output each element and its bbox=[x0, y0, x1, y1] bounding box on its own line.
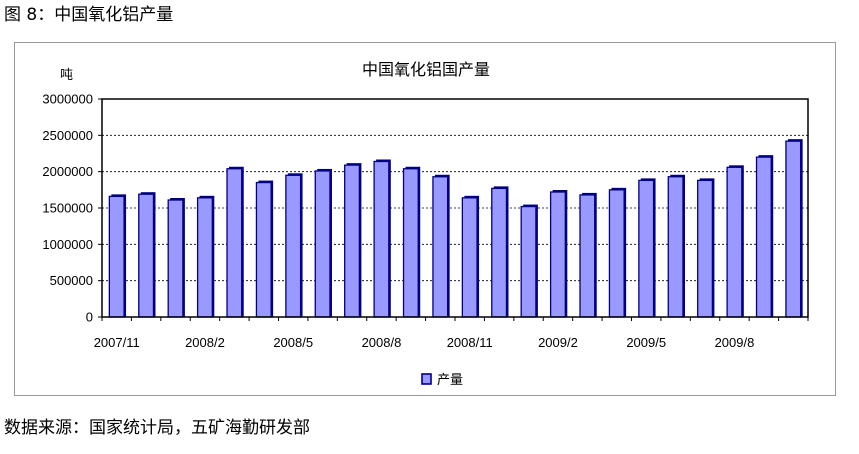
bar-2008/3 bbox=[226, 168, 243, 318]
x-tick-label: 2007/11 bbox=[94, 335, 140, 350]
y-tick-label: 0 bbox=[86, 310, 93, 325]
chart-title: 中国氧化铝国产量 bbox=[362, 60, 490, 79]
bar-2009/3 bbox=[579, 194, 596, 318]
y-tick-label: 3000000 bbox=[42, 92, 93, 107]
figure-caption: 图 8：中国氧化铝产量 bbox=[4, 5, 174, 25]
chart-frame: 中国氧化铝国产量 吨 0 500000 1000000 1500000 2000000 2… bbox=[14, 42, 836, 396]
bar-2008/4 bbox=[255, 181, 272, 318]
x-tick-label: 2008/5 bbox=[273, 335, 313, 350]
y-tick-label: 1500000 bbox=[42, 201, 93, 216]
bar-chart: 中国氧化铝国产量 吨 0 500000 1000000 1500000 2000000 2… bbox=[42, 60, 809, 388]
x-tick-label: 2008/11 bbox=[447, 335, 493, 350]
bar-2009/8 bbox=[726, 166, 743, 318]
bar-2008/6 bbox=[314, 170, 331, 318]
bar-2008/7 bbox=[344, 164, 361, 318]
bar-2009/7 bbox=[697, 179, 714, 318]
bar-2009/2 bbox=[549, 191, 566, 318]
x-tick-label: 2009/8 bbox=[715, 335, 755, 350]
bar-2009/4 bbox=[608, 189, 625, 318]
y-tick-label: 1000000 bbox=[42, 237, 93, 252]
x-tick-label: 2009/2 bbox=[538, 335, 578, 350]
bar-2009/1 bbox=[520, 205, 537, 318]
bar-2008/12 bbox=[491, 187, 508, 318]
bar-2009/10 bbox=[785, 140, 802, 318]
bar-2008/5 bbox=[285, 174, 302, 318]
bar-2009/6 bbox=[667, 176, 684, 318]
y-axis-ticks: 0 500000 1000000 1500000 2000000 2500000 30000… bbox=[42, 92, 102, 325]
bar-2008/11 bbox=[461, 197, 478, 318]
x-tick-label: 2009/5 bbox=[626, 335, 666, 350]
bar-2009/9 bbox=[755, 156, 772, 318]
bar-2009/5 bbox=[638, 179, 655, 318]
bar-2007/11 bbox=[108, 195, 125, 318]
legend: 产量 bbox=[421, 373, 463, 388]
x-axis-ticks: 2007/11 2008/2 2008/5 2008/8 2008/11 2009/2 20… bbox=[94, 317, 809, 350]
y-tick-label: 2500000 bbox=[42, 128, 93, 143]
legend-swatch bbox=[421, 373, 432, 385]
gridlines bbox=[102, 134, 808, 282]
source-note: 数据来源：国家统计局，五矿海勤研发部 bbox=[4, 418, 310, 438]
y-tick-label: 2000000 bbox=[42, 164, 93, 179]
x-tick-label: 2008/2 bbox=[185, 335, 225, 350]
bar-2008/8 bbox=[373, 160, 390, 318]
bar-2008/10 bbox=[432, 176, 449, 318]
y-axis-unit-label: 吨 bbox=[60, 68, 73, 83]
bar-2008/9 bbox=[402, 168, 419, 318]
bar-series bbox=[108, 139, 803, 318]
legend-label: 产量 bbox=[437, 373, 463, 388]
bar-2007/12 bbox=[138, 193, 155, 318]
y-tick-label: 500000 bbox=[50, 273, 93, 288]
x-tick-label: 2008/8 bbox=[362, 335, 402, 350]
bar-2008/2 bbox=[196, 197, 213, 318]
bar-2008/1 bbox=[167, 199, 184, 318]
